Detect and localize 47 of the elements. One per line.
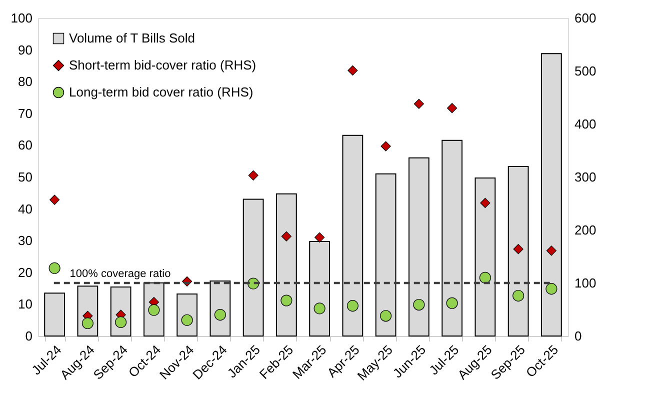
point — [512, 290, 524, 302]
point — [82, 318, 94, 330]
point — [115, 316, 127, 328]
point — [214, 309, 226, 321]
y2-tick-label: 200 — [574, 222, 596, 238]
ref-line-label: 100% coverage ratio — [70, 268, 171, 280]
y-tick-label: 50 — [18, 170, 32, 184]
legend-label: Volume of T Bills Sold — [69, 30, 195, 46]
point — [50, 194, 60, 205]
point — [348, 65, 358, 76]
y2-tick-label: 0 — [574, 328, 582, 344]
y-tick-label: 20 — [18, 264, 32, 280]
y-tick-label: 30 — [18, 233, 32, 248]
point — [248, 170, 258, 180]
point — [314, 302, 326, 314]
point — [546, 246, 556, 256]
point — [413, 298, 425, 310]
point — [513, 244, 524, 254]
point — [281, 231, 292, 242]
point — [380, 310, 392, 322]
y-tick-label: 60 — [18, 138, 32, 153]
point — [314, 232, 325, 242]
point — [446, 297, 458, 309]
y2-tick-label: 400 — [574, 116, 596, 132]
point — [479, 272, 491, 284]
y-tick-label: 80 — [18, 74, 32, 90]
y-tick-label: 10 — [18, 296, 32, 312]
point — [280, 294, 292, 306]
y-tick-label: 0 — [25, 328, 32, 344]
point — [48, 262, 60, 274]
point — [380, 141, 391, 152]
y2-tick-label: 100 — [574, 276, 596, 290]
y-tick-label: 90 — [18, 42, 32, 58]
point — [480, 198, 490, 208]
point — [447, 103, 458, 114]
y-tick-label: 100 — [10, 10, 32, 26]
point — [546, 283, 558, 295]
y-tick-label: 70 — [18, 106, 32, 121]
legend-label: Long-term bid cover ratio (RHS) — [69, 84, 254, 100]
point — [346, 300, 358, 312]
y2-tick-label: 300 — [574, 170, 596, 184]
point — [148, 304, 160, 316]
y-tick-label: 40 — [18, 201, 32, 216]
legend-label: Short-term bid-cover ratio (RHS) — [69, 58, 256, 72]
y2-tick-label: 500 — [574, 64, 596, 78]
point — [414, 98, 424, 109]
y2-tick-label: 600 — [574, 10, 596, 26]
